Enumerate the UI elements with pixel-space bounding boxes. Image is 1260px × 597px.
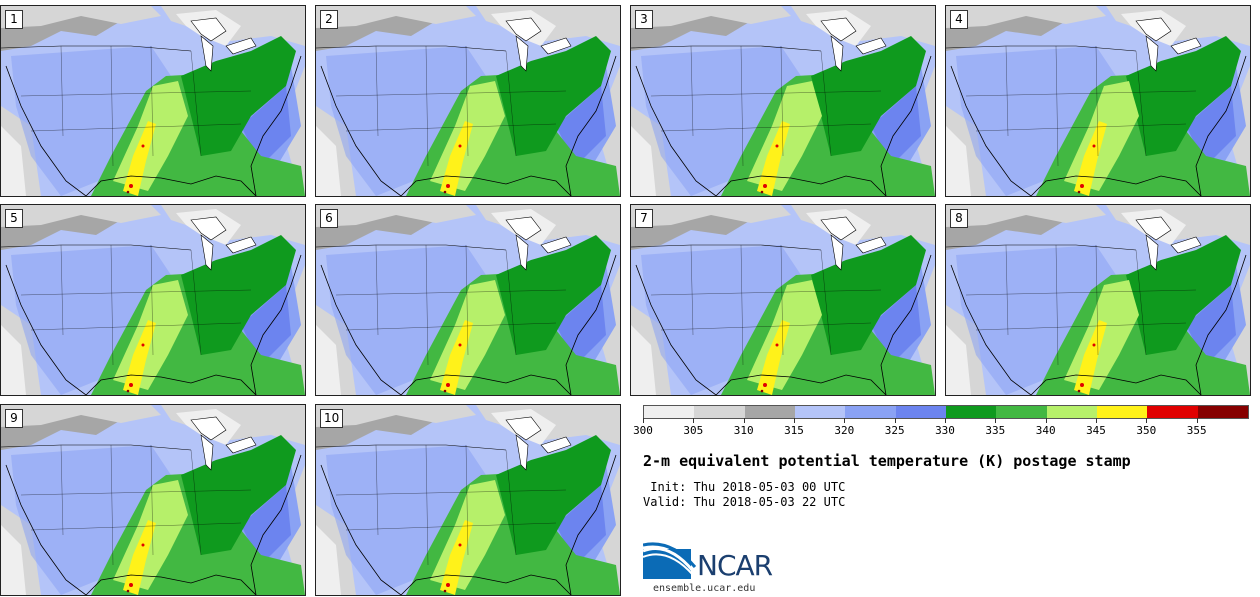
colorbar-segment: [1046, 406, 1097, 418]
ensemble-member-panel: 10: [315, 404, 621, 596]
figure-title: 2-m equivalent potential temperature (K)…: [643, 452, 1131, 470]
ensemble-member-panel: 4: [945, 5, 1251, 197]
colorbar-segment: [895, 406, 946, 418]
ensemble-member-panel: 8: [945, 204, 1251, 396]
colorbar-segment: [694, 406, 745, 418]
colorbar-segment: [794, 406, 846, 418]
colorbar-segment: [744, 406, 795, 418]
colorbar-segment: [1147, 406, 1198, 418]
colorbar-tick-label: 345: [1086, 424, 1106, 437]
colorbar-tick: [1045, 418, 1047, 423]
colorbar-ticks: 300 305 310 315 320 325 330 335 340 345 350 355: [633, 418, 1249, 438]
colorbar-tick: [1146, 418, 1148, 423]
colorbar-tick: [1096, 418, 1097, 423]
ensemble-member-panel: 7: [630, 204, 936, 396]
colorbar-tick-label: 355: [1186, 424, 1207, 437]
colorbar-tick-label: 340: [1035, 424, 1056, 437]
ensemble-member-panel: 2: [315, 5, 621, 197]
member-number-label: 6: [320, 209, 338, 228]
member-number-label: 10: [320, 409, 344, 428]
colorbar-tick-label: 315: [784, 424, 804, 437]
colorbar-segment: [845, 406, 896, 418]
ensemble-member-panel: 6: [315, 204, 621, 396]
colorbar-segment: [644, 406, 695, 418]
colorbar-segment: [1197, 406, 1248, 418]
member-number-label: 8: [950, 209, 968, 228]
colorbar-tick: [945, 418, 946, 423]
member-number-label: 2: [320, 10, 338, 29]
colorbar-tick: [693, 418, 695, 423]
ensemble-member-panel: 5: [0, 204, 306, 396]
ensemble-member-panel: 3: [630, 5, 936, 197]
member-number-label: 3: [635, 10, 653, 29]
colorbar-tick: [995, 418, 997, 423]
colorbar-segment: [1096, 406, 1148, 418]
colorbar-tick: [643, 418, 644, 423]
colorbar-tick-label: 325: [884, 424, 905, 437]
colorbar-tick-label: 330: [935, 424, 955, 437]
ncar-logo-text: NCAR: [697, 549, 773, 582]
colorbar-tick-label: 320: [834, 424, 855, 437]
colorbar-tick-label: 305: [683, 424, 704, 437]
colorbar-tick-label: 335: [985, 424, 1006, 437]
ensemble-member-panel: 1: [0, 5, 306, 197]
ensemble-member-panel: 9: [0, 404, 306, 596]
member-number-label: 5: [5, 209, 23, 228]
colorbar-segment: [996, 406, 1047, 418]
colorbar-tick-label: 310: [733, 424, 754, 437]
colorbar-tick-label: 350: [1136, 424, 1157, 437]
colorbar-tick-label: 300: [633, 424, 653, 437]
colorbar: [643, 405, 1249, 419]
colorbar-tick: [794, 418, 795, 423]
member-number-label: 1: [5, 10, 23, 29]
member-number-label: 9: [5, 409, 23, 428]
ncar-logo-icon: [643, 542, 697, 579]
member-number-label: 4: [950, 10, 968, 29]
member-number-label: 7: [635, 209, 653, 228]
colorbar-tick: [894, 418, 896, 423]
colorbar-segment: [945, 406, 997, 418]
colorbar-tick: [743, 418, 745, 423]
valid-time: Valid: Thu 2018-05-03 22 UTC: [643, 495, 846, 509]
colorbar-tick: [1196, 418, 1198, 423]
init-time: Init: Thu 2018-05-03 00 UTC: [643, 480, 846, 494]
website-url: ensemble.ucar.edu: [653, 583, 756, 594]
colorbar-tick: [844, 418, 846, 423]
